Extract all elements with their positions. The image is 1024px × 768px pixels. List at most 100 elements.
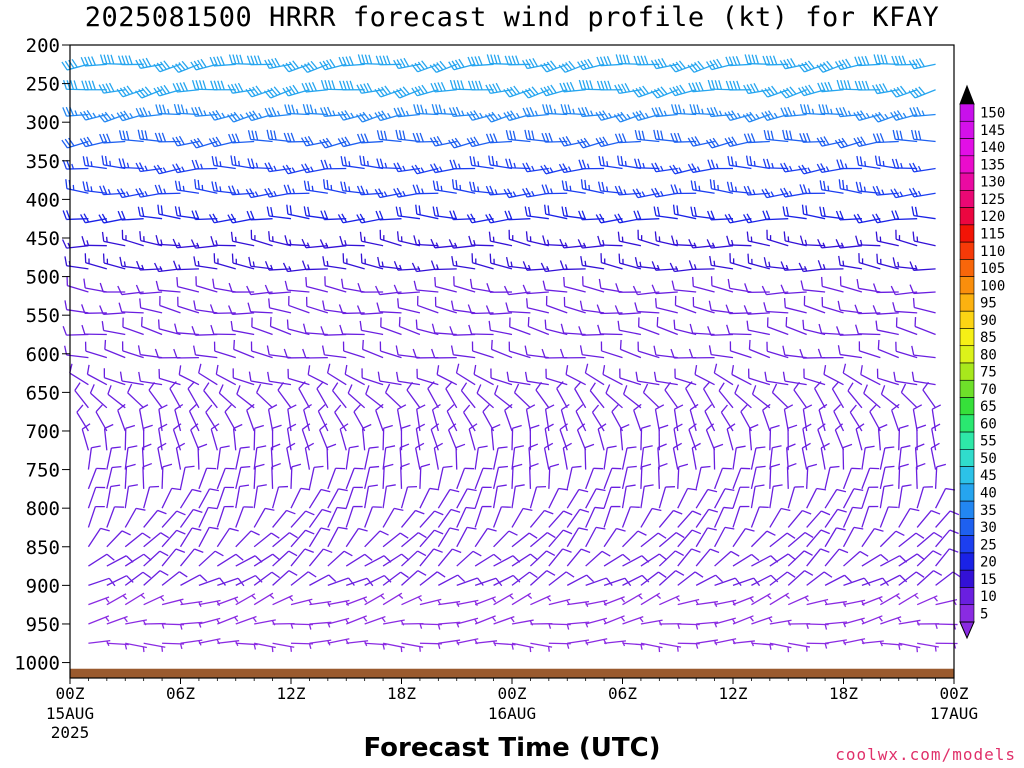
barb-staff bbox=[143, 642, 166, 648]
barb-staff bbox=[545, 213, 568, 220]
barb-feather bbox=[116, 112, 124, 121]
barb-staff bbox=[821, 89, 844, 93]
barb-staff bbox=[433, 447, 439, 470]
barb-feather bbox=[561, 63, 569, 72]
barb-feather bbox=[193, 300, 197, 310]
wind-barb-upper bbox=[614, 133, 641, 144]
wind-barb-lower bbox=[674, 295, 697, 314]
barb-feather bbox=[290, 132, 296, 143]
barb-feather bbox=[564, 206, 568, 217]
wind-barb-lower bbox=[821, 297, 844, 314]
wind-barb-upper bbox=[504, 55, 531, 66]
barb-feather bbox=[655, 404, 665, 410]
wind-barb-lower bbox=[88, 553, 115, 567]
barb-staff bbox=[600, 244, 623, 247]
wind-barb-lower bbox=[334, 404, 347, 432]
wind-barb-lower bbox=[342, 253, 365, 270]
barb-half-feather bbox=[86, 240, 89, 246]
barb-staff bbox=[233, 113, 255, 123]
barb-feather bbox=[589, 382, 596, 392]
wind-barb-upper bbox=[891, 210, 918, 221]
barb-staff bbox=[142, 466, 145, 489]
wind-barb-lower bbox=[431, 348, 457, 359]
barb-feather bbox=[268, 298, 271, 308]
barb-feather bbox=[720, 404, 728, 413]
barb-feather bbox=[470, 137, 477, 147]
barb-staff bbox=[334, 411, 347, 432]
barb-feather bbox=[743, 305, 749, 315]
barb-feather bbox=[66, 159, 71, 170]
barb-staff bbox=[121, 138, 144, 143]
barb-feather bbox=[565, 62, 573, 71]
barb-half-feather bbox=[656, 264, 660, 271]
barb-feather bbox=[65, 179, 68, 189]
barb-feather bbox=[277, 381, 285, 391]
barb-staff bbox=[747, 140, 770, 144]
wind-barb-upper bbox=[117, 55, 144, 66]
wind-barb-lower bbox=[287, 368, 310, 386]
wind-barb-lower bbox=[121, 229, 144, 247]
barb-staff bbox=[916, 510, 932, 528]
barb-half-feather bbox=[804, 266, 808, 272]
barb-feather bbox=[913, 404, 923, 410]
wind-barb-lower bbox=[468, 324, 494, 336]
barb-staff bbox=[327, 527, 339, 548]
wind-barb-lower bbox=[559, 348, 586, 359]
barb-staff bbox=[861, 640, 884, 644]
barb-feather bbox=[550, 60, 557, 69]
barb-feather bbox=[614, 133, 620, 143]
barb-feather bbox=[120, 188, 127, 198]
barb-feather bbox=[899, 85, 907, 94]
barb-feather bbox=[381, 86, 388, 96]
barb-feather bbox=[343, 156, 347, 167]
barb-feather bbox=[901, 55, 907, 65]
barb-half-feather bbox=[606, 161, 609, 167]
barb-feather bbox=[141, 87, 149, 96]
wind-barb-upper bbox=[154, 184, 181, 195]
barb-staff bbox=[419, 466, 422, 489]
barb-staff bbox=[564, 285, 586, 293]
barb-feather bbox=[198, 106, 203, 116]
wind-barb-upper bbox=[524, 129, 549, 143]
barb-feather bbox=[882, 577, 890, 587]
barb-staff bbox=[601, 350, 623, 359]
barb-feather bbox=[641, 424, 651, 429]
wind-barb-lower bbox=[566, 574, 595, 586]
wind-barb-lower bbox=[169, 381, 182, 409]
wind-barb-lower bbox=[842, 467, 861, 490]
wind-barb-lower bbox=[143, 570, 169, 586]
barb-half-feather bbox=[289, 239, 292, 245]
wind-barb-lower bbox=[714, 577, 742, 586]
barb-staff bbox=[271, 466, 274, 489]
barb-feather bbox=[770, 130, 774, 141]
barb-feather bbox=[883, 484, 894, 488]
barb-feather bbox=[514, 445, 524, 449]
barb-feather bbox=[374, 112, 381, 121]
barb-feather bbox=[707, 159, 712, 169]
barb-feather bbox=[268, 231, 271, 241]
barb-staff bbox=[103, 140, 126, 144]
y-tick-label: 1000 bbox=[14, 653, 60, 675]
barb-feather bbox=[157, 509, 167, 515]
barb-feather bbox=[319, 107, 325, 117]
wind-barb-upper bbox=[727, 155, 752, 170]
barb-feather bbox=[709, 138, 716, 148]
wind-barb-upper bbox=[283, 132, 310, 143]
barb-feather bbox=[305, 510, 315, 516]
wind-barb-lower bbox=[284, 235, 310, 247]
wind-barb-lower bbox=[780, 261, 807, 271]
barb-feather bbox=[271, 107, 277, 117]
barb-feather bbox=[890, 89, 897, 98]
wind-barb-lower bbox=[377, 256, 402, 270]
barb-staff bbox=[640, 532, 659, 548]
barb-staff bbox=[474, 487, 483, 509]
barb-staff bbox=[180, 621, 203, 625]
barb-half-feather bbox=[586, 163, 590, 169]
barb-staff bbox=[877, 262, 899, 270]
barb-half-feather bbox=[546, 596, 552, 602]
wind-barb-lower bbox=[861, 467, 880, 490]
barb-feather bbox=[250, 158, 255, 168]
barb-feather bbox=[529, 107, 535, 117]
barb-feather bbox=[544, 423, 554, 430]
barb-staff bbox=[766, 310, 789, 314]
